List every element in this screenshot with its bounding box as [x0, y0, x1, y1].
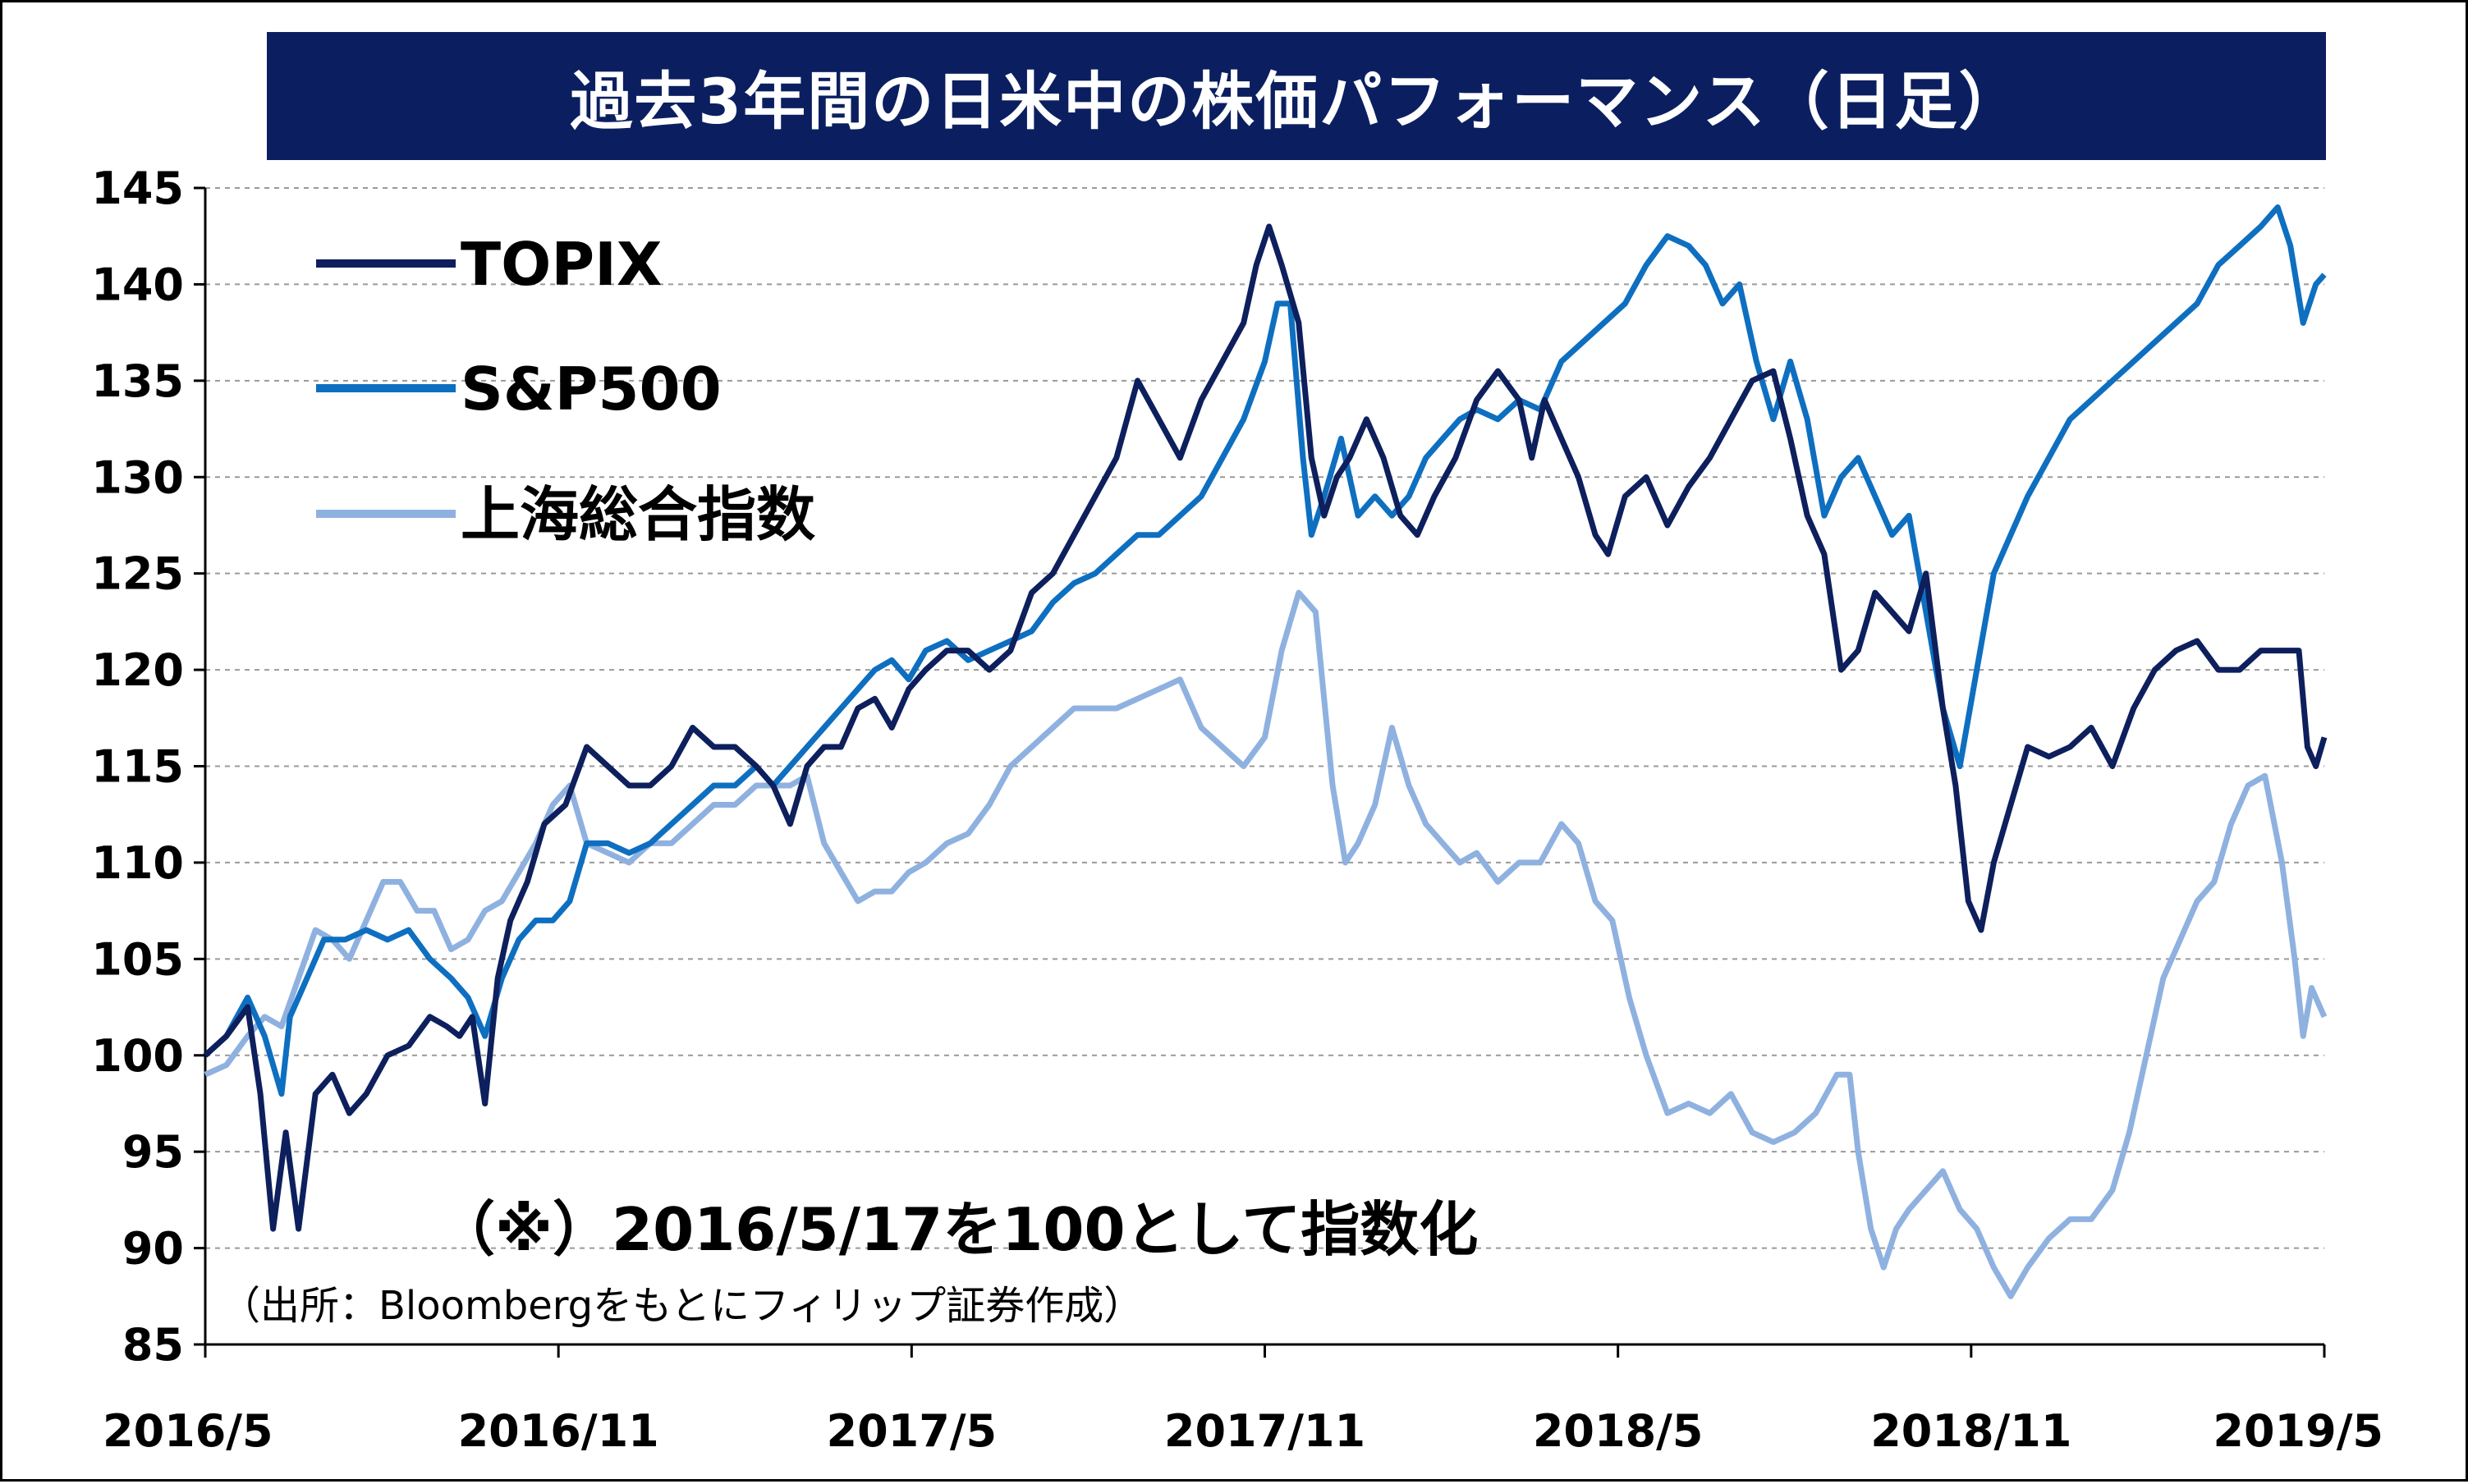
legend-item-sp500: S&P500 — [316, 355, 722, 424]
x-tick-label: 2018/5 — [1533, 1405, 1704, 1457]
y-tick-label: 100 — [91, 1030, 184, 1082]
y-tick-label: 125 — [91, 548, 184, 600]
x-tick-label: 2017/11 — [1164, 1405, 1365, 1457]
legend-label-topix: TOPIX — [461, 230, 662, 299]
chart-title: 過去3年間の日米中の株価パフォーマンス（日足） — [267, 32, 2326, 160]
legend: TOPIX S&P500 上海総合指数 — [316, 230, 815, 549]
x-tick-label: 2016/5 — [103, 1405, 273, 1457]
legend-label-sp500: S&P500 — [461, 355, 722, 424]
series-line-topix — [203, 223, 2328, 1232]
x-tick-label: 2018/11 — [1870, 1405, 2071, 1457]
legend-label-shanghai: 上海総合指数 — [461, 480, 815, 549]
grid-lines — [205, 187, 2324, 1249]
y-tick-labels: 85 90 95 100 105 110 115 120 125 130 135 140 145 — [91, 163, 205, 1371]
series-line-sp500 — [203, 204, 2327, 1097]
series-line-shanghai — [204, 589, 2328, 1299]
y-tick-label: 130 — [91, 451, 184, 503]
legend-item-topix: TOPIX — [316, 230, 662, 299]
x-tick-label: 2016/11 — [458, 1405, 659, 1457]
legend-item-shanghai: 上海総合指数 — [316, 480, 815, 549]
y-tick-label: 85 — [122, 1319, 184, 1371]
x-tick-label: 2019/5 — [2213, 1405, 2383, 1457]
source-note: （出所：Bloombergをもとにフィリップ証券作成） — [221, 1283, 1143, 1329]
y-tick-label: 95 — [122, 1126, 184, 1178]
y-tick-label: 90 — [122, 1223, 184, 1275]
y-tick-label: 120 — [91, 644, 184, 696]
x-tick-labels: 2016/5 2016/11 2017/5 2017/11 2018/5 2018/11 2… — [103, 1344, 2383, 1457]
y-tick-label: 135 — [91, 355, 184, 407]
series-lines — [203, 204, 2328, 1299]
y-tick-label: 145 — [91, 163, 184, 214]
y-tick-label: 140 — [91, 259, 184, 310]
y-tick-label: 105 — [91, 933, 184, 985]
index-note: （※）2016/5/17を100として指数化 — [436, 1195, 1478, 1264]
y-tick-label: 115 — [91, 741, 184, 793]
y-tick-label: 110 — [91, 837, 184, 889]
x-tick-label: 2017/5 — [827, 1405, 998, 1457]
